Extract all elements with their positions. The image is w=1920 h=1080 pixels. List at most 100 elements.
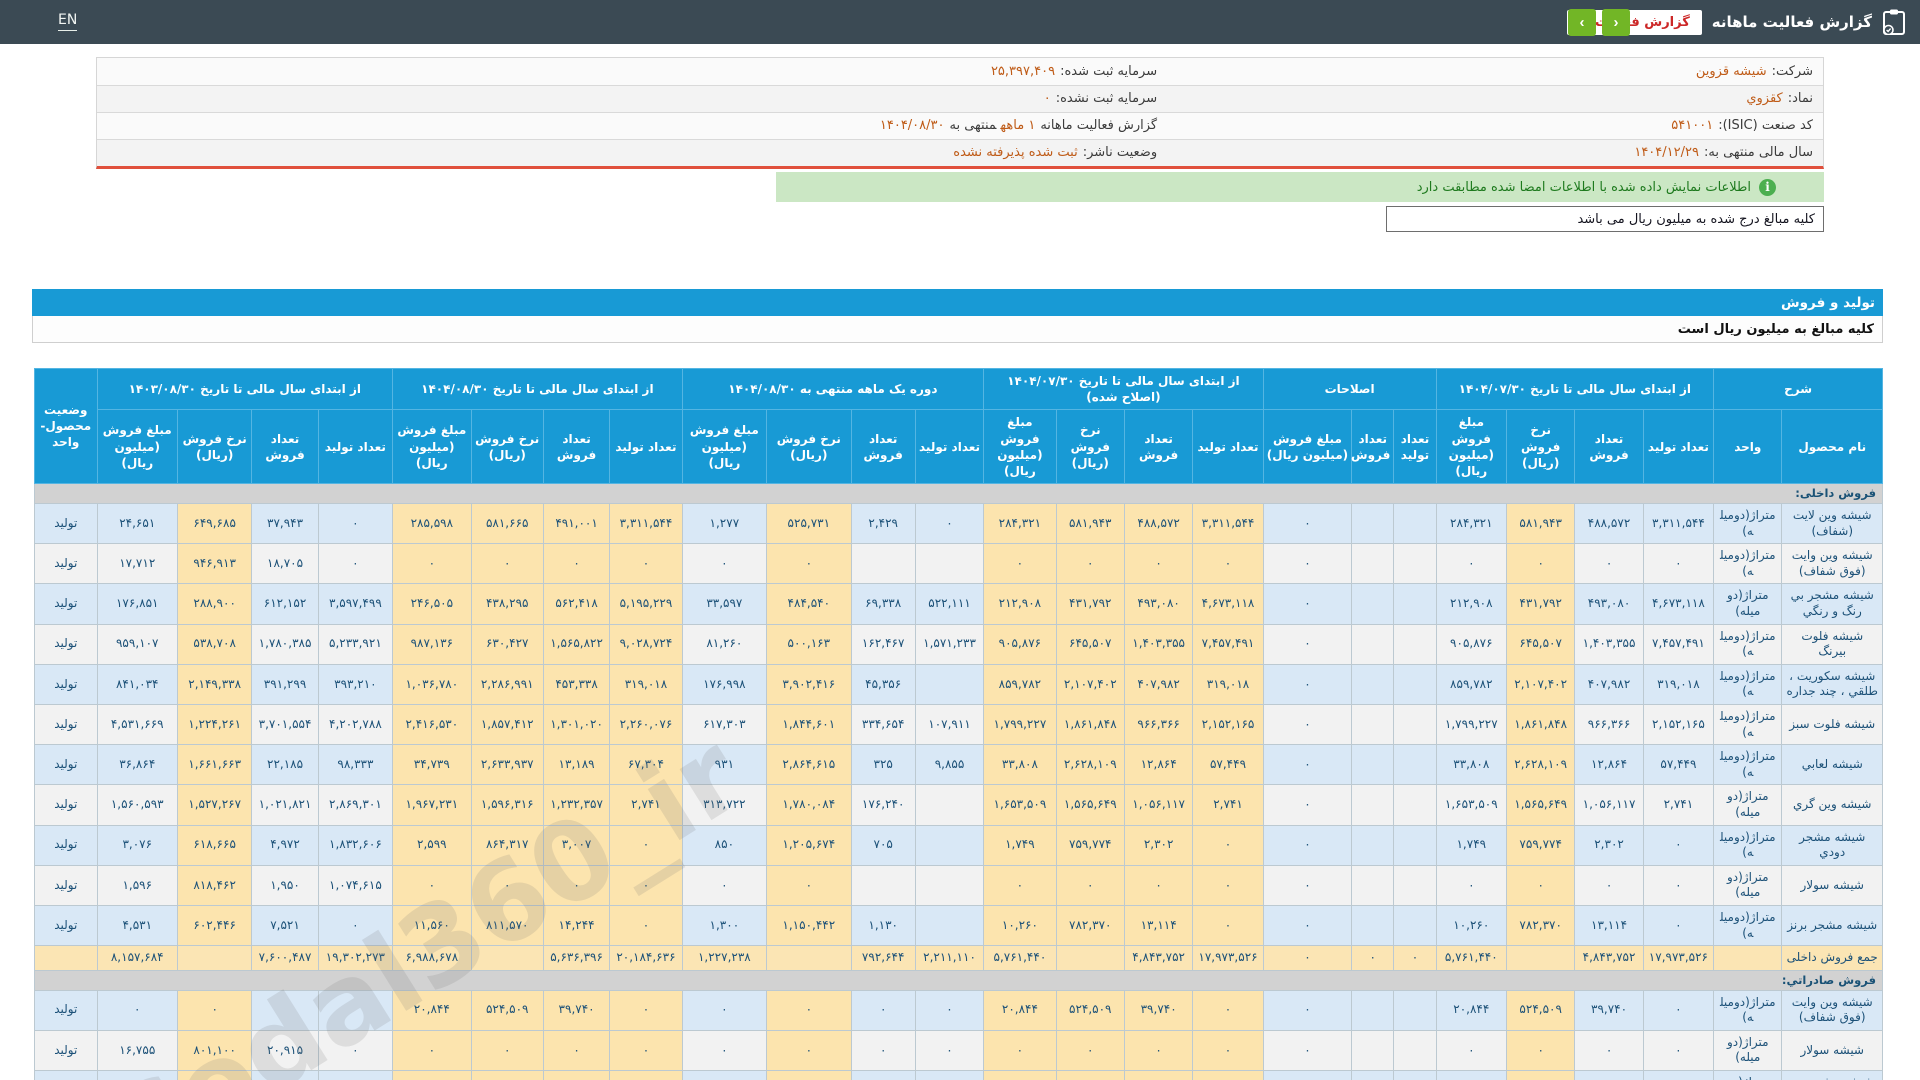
adj-value-cell: ۰ bbox=[1393, 945, 1437, 971]
next-report-button[interactable]: › bbox=[1568, 9, 1596, 36]
prev-value-cell: ۱,۵۶۰,۵۹۳ bbox=[96, 784, 178, 826]
period-value-cell: ۰ bbox=[681, 864, 768, 906]
g1-value-cell: ۰ bbox=[1435, 543, 1508, 585]
adj2-value-cell: ۲۸۴,۳۲۱ bbox=[983, 503, 1057, 545]
g1-value-cell: ۴۸۸,۵۷۲ bbox=[1574, 503, 1644, 545]
header-sub-col: تعداد فروش bbox=[542, 409, 611, 485]
header-group-ytd: از ابتدای سال مالی تا تاریخ ۱۴۰۴/۰۸/۳۰ bbox=[392, 367, 683, 411]
header-sub-col: تعداد فروش bbox=[1123, 409, 1194, 485]
unit-cell: متراژ(دومیله) bbox=[1713, 663, 1783, 706]
adj2-value-cell: ۲,۱۰۷,۴۰۲ bbox=[1055, 663, 1125, 706]
ytd-value-cell: ۲۸۵,۵۹۸ bbox=[392, 503, 472, 545]
product-row: شیشه وین لایت (شفاف) متراژ(دومیله) ۳,۳۱۱,۵… bbox=[34, 503, 1883, 545]
ytd-value-cell bbox=[470, 945, 544, 971]
period-value-cell: ۱,۸۴۴,۶۰۱ bbox=[766, 703, 852, 746]
header-sub-col: تعداد تولید bbox=[1642, 409, 1715, 485]
ytd-value-cell: ۰ bbox=[392, 543, 472, 585]
product-row: شیشه وین گري متراژ(دو میله) ۲,۷۴۱ ۱,۰۵۶,۱۱۷… bbox=[34, 784, 1883, 826]
company-info-cell: گزارش فعالیت ماهانه ۱ ماههمنتهی به ۱۴۰۴/۰۸… bbox=[97, 112, 1168, 140]
ytd-value-cell: ۰ bbox=[609, 1070, 683, 1080]
unit-cell: متراژ(دو میله) bbox=[1713, 1029, 1783, 1072]
prev-value-cell: ۰ bbox=[317, 904, 394, 947]
adj-value-cell: ۰ bbox=[1262, 824, 1353, 866]
prev-value-cell: ۰ bbox=[317, 1029, 394, 1072]
info-value: ثبت شده پذیرفته نشده bbox=[953, 145, 1078, 161]
ytd-value-cell: ۲,۵۹۹ bbox=[392, 824, 472, 866]
g1-value-cell: ۴۹۳,۰۸۰ bbox=[1574, 583, 1644, 625]
product-name-cell: شیشه وین وایت (فوق شفاف) bbox=[1781, 543, 1883, 585]
prev-value-cell: ۳۵۵,۰۴۷ bbox=[176, 1070, 253, 1080]
prev-value-cell: ۲,۱۴۹,۳۳۸ bbox=[176, 663, 253, 706]
period-value-cell: ۳۱۳,۷۲۲ bbox=[681, 784, 768, 826]
info-label: نماد: bbox=[1787, 91, 1813, 106]
prev-value-cell: ۱,۸۳۲,۶۰۶ bbox=[317, 824, 394, 866]
header-sub-col: تعداد فروش bbox=[850, 409, 916, 485]
adj2-value-cell: ۵۸۱,۹۴۳ bbox=[1055, 503, 1125, 545]
company-info-cell: نماد: کقزوي bbox=[1167, 85, 1823, 113]
ytd-value-cell: ۴,۲۱۵,۷۶۴ bbox=[542, 1070, 611, 1080]
header-sub-col: تعداد تولید bbox=[1393, 409, 1437, 485]
g1-value-cell: ۰ bbox=[1574, 543, 1644, 585]
prev-value-cell: ۳,۲۸۸,۲۸۵ bbox=[251, 1070, 319, 1080]
period-value-cell: ۰ bbox=[766, 864, 852, 906]
total-row: جمع فروش داخلی ۱۷,۹۷۳,۵۲۶ ۴,۸۴۳,۷۵۲ ۵,۷۶۱,۴… bbox=[34, 945, 1883, 971]
header-sub-col: تعداد تولید bbox=[609, 409, 683, 485]
adj-value-cell: ۰ bbox=[1262, 945, 1353, 971]
ytd-value-cell: ۴۳۸,۲۹۵ bbox=[470, 583, 544, 625]
period-value-cell: ۵۲۵,۷۳۱ bbox=[766, 503, 852, 545]
adj2-value-cell: ۴۰۷,۹۸۲ bbox=[1123, 663, 1194, 706]
g1-value-cell: ۱,۴۰۳,۳۵۵ bbox=[1574, 623, 1644, 665]
g1-value-cell: ۰ bbox=[1642, 1070, 1715, 1080]
period-value-cell: ۰ bbox=[914, 1070, 985, 1080]
adj2-value-cell: ۷۸۲,۳۷۰ bbox=[1055, 904, 1125, 947]
adj2-value-cell: ۱,۵۶۵,۶۴۹ bbox=[1055, 784, 1125, 826]
g1-value-cell: ۷۵۹,۷۷۴ bbox=[1505, 824, 1576, 866]
adj-value-cell bbox=[1393, 1070, 1437, 1080]
header-sub-col: تعداد تولید bbox=[914, 409, 985, 485]
period-value-cell: ۴۵,۳۵۶ bbox=[850, 663, 916, 706]
product-row: شیشه سکوریت ، طلقي ، چند جداره متراژ(دومی… bbox=[34, 663, 1883, 706]
header-sub-col: تعداد فروش bbox=[1351, 409, 1395, 485]
product-name-cell: شیشه مشجر برنز bbox=[1781, 904, 1883, 947]
adj-value-cell bbox=[1351, 904, 1395, 947]
g1-value-cell: ۴۷۹,۹۵۳ bbox=[1505, 1070, 1576, 1080]
company-info-row: شرکت:شیشه قزوین سرمایه ثبت شده:۲۵,۳۹۷,۴۰۹ bbox=[97, 58, 1823, 86]
adj2-value-cell: ۱۰,۲۶۰ bbox=[983, 904, 1057, 947]
info-label: کد صنعت (ISIC): bbox=[1718, 118, 1813, 133]
adj2-value-cell: ۴۹۳,۰۸۰ bbox=[1123, 583, 1194, 625]
adj2-value-cell: ۰ bbox=[1055, 543, 1125, 585]
language-toggle-en[interactable]: EN bbox=[58, 12, 78, 31]
prev-value-cell: ۶۱۲,۱۵۲ bbox=[251, 583, 319, 625]
prev-value-cell: ۱۶,۷۵۵ bbox=[96, 1029, 178, 1072]
period-value-cell: ۰ bbox=[850, 989, 916, 1031]
adj2-value-cell: ۵,۷۶۱,۴۴۰ bbox=[983, 945, 1057, 971]
status-cell: تولید bbox=[34, 703, 98, 746]
header-sub-col: نرخ فروش (ریال) bbox=[1055, 409, 1125, 485]
ytd-value-cell: ۱۴,۲۴۴ bbox=[542, 904, 611, 947]
adj-value-cell: ۰ bbox=[1262, 623, 1353, 665]
adj2-value-cell: ۱,۸۶۱,۸۴۸ bbox=[1055, 703, 1125, 746]
adj-value-cell: ۰ bbox=[1262, 744, 1353, 786]
company-info-cell: شرکت:شیشه قزوین bbox=[1167, 58, 1823, 86]
header-sub-col: مبلغ فروش (میلیون ریال) bbox=[96, 409, 178, 485]
prev-report-button[interactable]: ‹ bbox=[1602, 9, 1630, 36]
period-value-cell: ۰ bbox=[681, 1029, 768, 1072]
signature-match-notice-text: اطلاعات نمایش داده شده با اطلاعات امضا ش… bbox=[1416, 179, 1751, 195]
info-label: سرمایه ثبت شده: bbox=[1060, 63, 1158, 79]
period-value-cell: ۱,۷۸۰,۰۸۴ bbox=[766, 784, 852, 826]
ytd-value-cell: ۲,۰۸۲,۰۵۶ bbox=[392, 1070, 472, 1080]
period-value-cell bbox=[914, 784, 985, 826]
product-name-cell: شیشه مشجر دودي bbox=[1781, 824, 1883, 866]
adj2-value-cell: ۰ bbox=[983, 864, 1057, 906]
adj2-value-cell: ۰ bbox=[1123, 543, 1194, 585]
ytd-value-cell: ۵۸۱,۶۶۵ bbox=[470, 503, 544, 545]
ytd-value-cell: ۰ bbox=[609, 1029, 683, 1072]
company-info-row: نماد: کقزوي سرمایه ثبت نشده: ۰ bbox=[97, 85, 1823, 113]
unit-cell: متراژ(دو میله) bbox=[1713, 784, 1783, 826]
prev-value-cell: ۷,۶۰۰,۴۸۷ bbox=[251, 945, 319, 971]
g1-value-cell: ۰ bbox=[1505, 864, 1576, 906]
g1-value-cell: ۳۹,۷۴۰ bbox=[1574, 989, 1644, 1031]
ytd-value-cell: ۰ bbox=[609, 989, 683, 1031]
ytd-value-cell: ۱,۲۳۲,۳۵۷ bbox=[542, 784, 611, 826]
